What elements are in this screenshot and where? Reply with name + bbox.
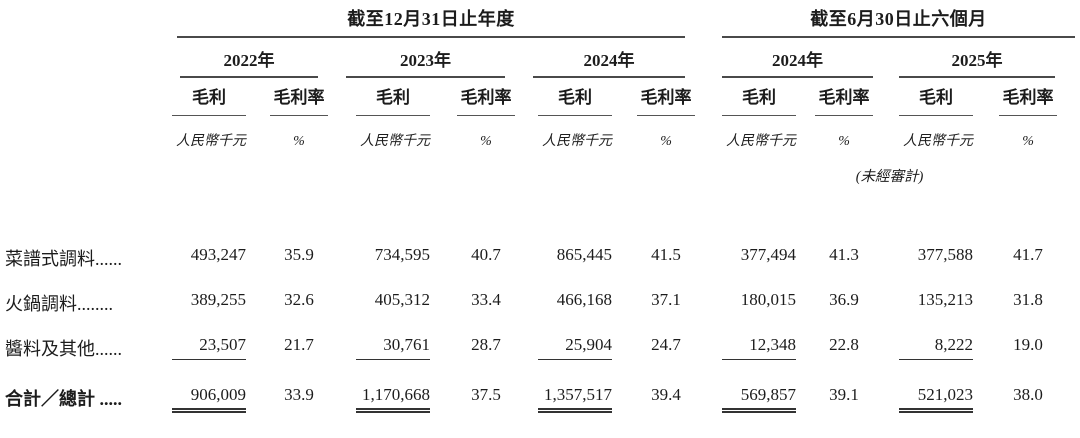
col-header-gross-profit: 毛利 [515, 78, 612, 116]
cell-gross-margin: 31.8 [1013, 290, 1043, 309]
dot-leader: ...... [95, 249, 122, 269]
cell-gross-profit-total: 1,357,517 [515, 377, 612, 425]
unit-amount: 人民幣千元 [903, 134, 974, 149]
year-header-2022: 2022年 [162, 38, 328, 78]
unit-percent: % [660, 134, 672, 149]
cell-gross-profit: 23,507 [162, 332, 246, 377]
gross-profit-table: 截至12月31日止年度 截至6月30日止六個月 2022年 2023年 2024… [0, 0, 1080, 425]
unaudited-note: (未經審計) [855, 169, 924, 185]
row-label: 醬料及其他...... [5, 339, 122, 359]
unit-percent: % [1022, 134, 1034, 149]
cell-gross-profit: 493,247 [190, 245, 246, 264]
cell-gross-profit: 389,255 [190, 290, 246, 309]
cell-gross-margin-total: 37.5 [471, 385, 501, 404]
unit-row: 人民幣千元 % 人民幣千元 % 人民幣千元 % 人民幣千元 % 人民幣千元 % [0, 116, 1080, 152]
dot-leader: ........ [77, 294, 113, 314]
unit-amount: 人民幣千元 [726, 134, 797, 149]
period-group-annual-label: 截至12月31日止年度 [177, 5, 686, 38]
cell-gross-profit-total: 521,023 [873, 377, 974, 425]
cell-gross-profit: 466,168 [556, 290, 612, 309]
cell-gross-profit: 865,445 [556, 245, 612, 264]
cell-gross-profit: 12,348 [722, 332, 797, 377]
year-header-row: 2022年 2023年 2024年 2024年 2025年 [0, 38, 1080, 78]
unit-amount: 人民幣千元 [360, 134, 430, 149]
cell-gross-margin: 37.1 [651, 290, 681, 309]
unit-amount: 人民幣千元 [542, 134, 612, 149]
corner-blank [0, 0, 162, 38]
cell-gross-profit: 135,213 [917, 290, 974, 309]
edge-blank [1057, 0, 1080, 38]
cell-gross-margin: 40.7 [471, 245, 501, 264]
measure-header-row: 毛利 毛利率 毛利 毛利率 毛利 毛利率 毛利 毛利率 毛利 毛利率 [0, 78, 1080, 116]
col-header-gross-profit: 毛利 [328, 78, 430, 116]
cell-gross-margin: 22.8 [829, 335, 859, 354]
table-row-total: 合計／總計 ..... 906,009 33.9 1,170,668 37.5 … [0, 377, 1080, 425]
table-row-sauces-others: 醬料及其他...... 23,507 21.7 30,761 28.7 25,9… [0, 332, 1080, 377]
cell-gross-profit: 180,015 [740, 290, 797, 309]
row-label: 火鍋調料........ [5, 294, 113, 314]
cell-gross-margin-total: 33.9 [284, 385, 314, 404]
cell-gross-margin: 19.0 [1013, 335, 1043, 354]
dot-leader: ...... [95, 339, 122, 359]
year-header-2025-interim: 2025年 [873, 38, 1057, 78]
col-header-gross-margin: 毛利率 [612, 78, 696, 116]
period-group-row: 截至12月31日止年度 截至6月30日止六個月 [0, 0, 1080, 38]
cell-gross-margin: 28.7 [471, 335, 501, 354]
unit-percent: % [838, 134, 850, 149]
col-header-gross-profit: 毛利 [722, 78, 797, 116]
year-header-2024-interim: 2024年 [722, 38, 874, 78]
cell-gross-margin: 35.9 [284, 245, 314, 264]
col-header-gross-profit: 毛利 [873, 78, 974, 116]
unaudited-note-row: (未經審計) [0, 152, 1080, 186]
table-row-recipe-condiments: 菜譜式調料...... 493,247 35.9 734,595 40.7 86… [0, 242, 1080, 287]
unit-amount: 人民幣千元 [176, 134, 246, 149]
period-group-annual: 截至12月31日止年度 [162, 0, 695, 38]
cell-gross-profit: 405,312 [374, 290, 430, 309]
cell-gross-profit: 377,588 [917, 245, 974, 264]
col-header-gross-margin: 毛利率 [430, 78, 515, 116]
spacer-row [0, 186, 1080, 242]
col-header-gross-profit: 毛利 [162, 78, 246, 116]
cell-gross-margin: 41.3 [829, 245, 859, 264]
cell-gross-profit: 25,904 [515, 332, 612, 377]
period-group-interim-label: 截至6月30日止六個月 [722, 5, 1076, 38]
col-header-gross-margin: 毛利率 [793, 78, 874, 116]
cell-gross-margin: 24.7 [651, 335, 681, 354]
dot-leader: ..... [95, 389, 123, 409]
cell-gross-margin: 41.7 [1013, 245, 1043, 264]
year-header-2023: 2023年 [328, 38, 515, 78]
cell-gross-profit-total: 569,857 [722, 377, 797, 425]
cell-gross-margin: 41.5 [651, 245, 681, 264]
unit-percent: % [293, 134, 305, 149]
cell-gross-margin-total: 38.0 [1013, 385, 1043, 404]
cell-gross-profit-total: 906,009 [162, 377, 246, 425]
col-header-gross-margin: 毛利率 [973, 78, 1058, 116]
cell-gross-margin: 33.4 [471, 290, 501, 309]
cell-gross-profit: 377,494 [740, 245, 797, 264]
cell-gross-margin: 36.9 [829, 290, 859, 309]
cell-gross-margin-total: 39.1 [829, 385, 859, 404]
col-header-gross-margin: 毛利率 [246, 78, 328, 116]
cell-gross-profit-total: 1,170,668 [328, 377, 430, 425]
cell-gross-profit: 8,222 [873, 332, 974, 377]
cell-gross-margin-total: 39.4 [651, 385, 681, 404]
period-group-interim: 截至6月30日止六個月 [722, 0, 1076, 38]
row-label: 菜譜式調料...... [5, 249, 122, 269]
year-header-2024: 2024年 [515, 38, 695, 78]
table-row-hotpot-condiments: 火鍋調料........ 389,255 32.6 405,312 33.4 4… [0, 287, 1080, 332]
section-gap [695, 0, 722, 38]
row-label-total: 合計／總計 ..... [5, 389, 123, 409]
cell-gross-profit: 734,595 [374, 245, 430, 264]
cell-gross-profit: 30,761 [328, 332, 430, 377]
cell-gross-margin: 32.6 [284, 290, 314, 309]
unit-percent: % [480, 134, 492, 149]
cell-gross-margin: 21.7 [284, 335, 314, 354]
